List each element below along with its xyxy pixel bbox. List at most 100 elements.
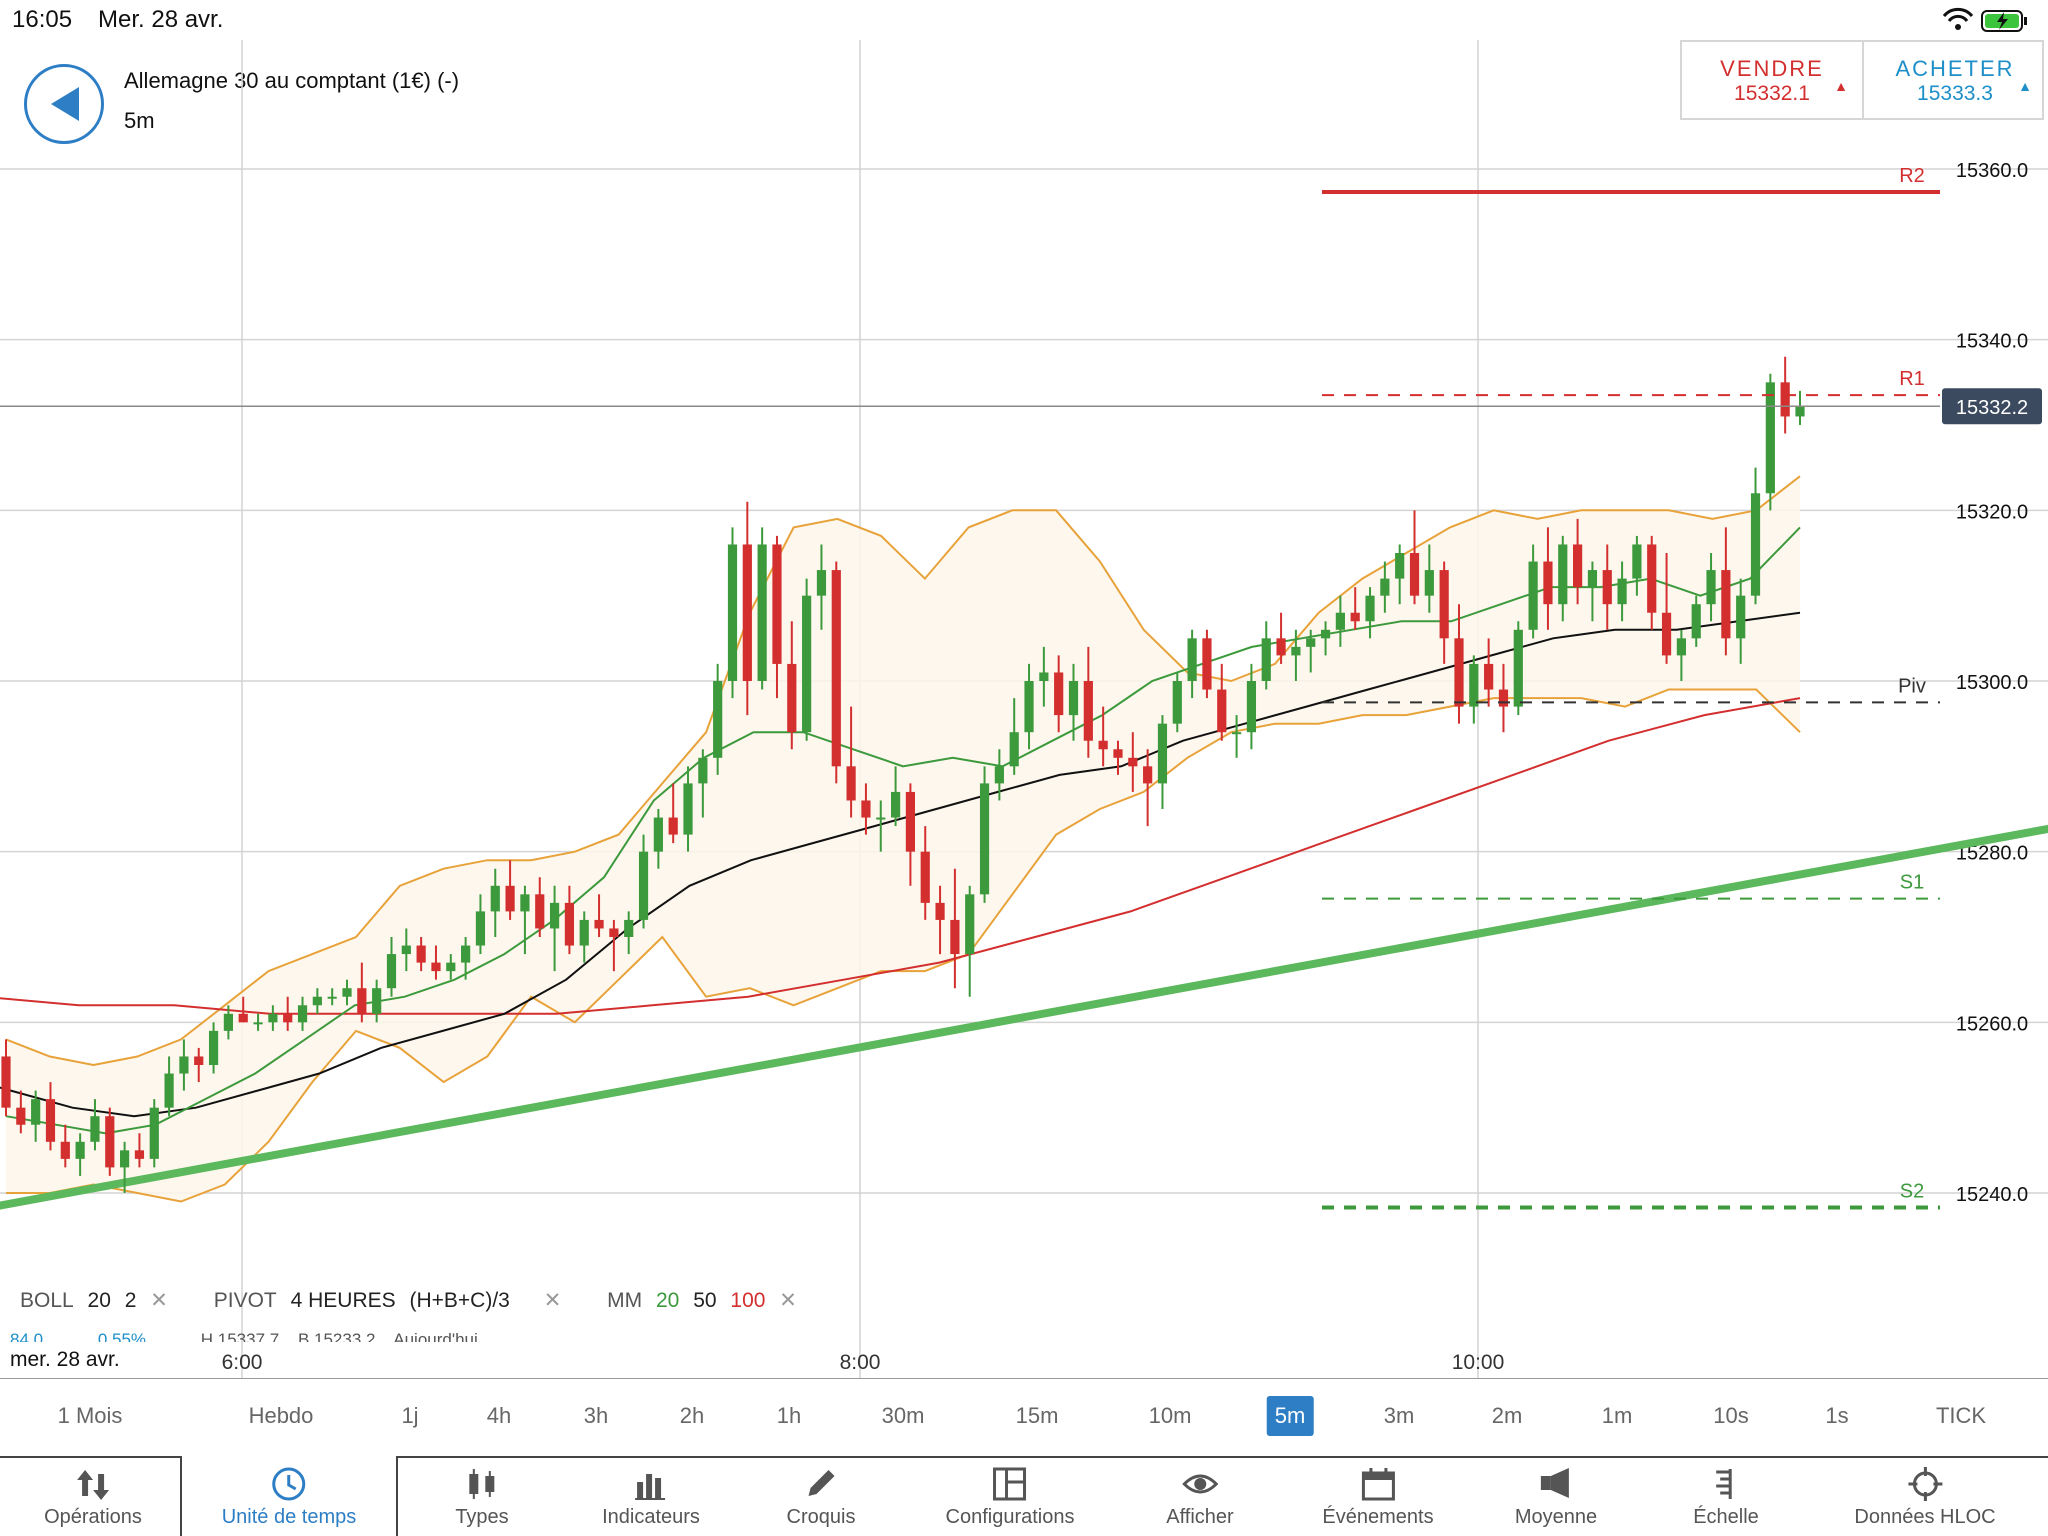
candle-body	[120, 1150, 130, 1168]
candle	[594, 894, 604, 937]
candle-body	[994, 766, 1004, 784]
timeframe-1h[interactable]: 1h	[776, 1403, 802, 1428]
timeframe-30m[interactable]: 30m	[881, 1403, 925, 1428]
candle	[1469, 655, 1479, 724]
candle	[979, 766, 990, 903]
candle-body	[1439, 570, 1449, 639]
candle-body	[713, 681, 723, 758]
bar-chart-icon	[635, 1474, 665, 1500]
candle	[45, 1082, 56, 1151]
timeframe-hebdo[interactable]: Hebdo	[248, 1403, 314, 1428]
candle	[1439, 561, 1449, 664]
timeframe-4h[interactable]: 4h	[486, 1403, 512, 1428]
ma-param-50: 50	[693, 1289, 717, 1312]
y-tick-label: 15320.0	[1956, 501, 2028, 523]
candle	[564, 885, 575, 955]
candle	[1246, 663, 1257, 750]
nav-megaphone[interactable]: Moyenne	[1515, 1456, 1597, 1536]
candle	[1054, 655, 1064, 733]
bollinger-band-fill	[6, 476, 1800, 1202]
timeframe-3h[interactable]: 3h	[583, 1403, 609, 1428]
candle-body	[1632, 544, 1642, 579]
y-tick-label: 15240.0	[1956, 1184, 2028, 1206]
candle-body	[920, 851, 930, 903]
candle	[1632, 535, 1642, 596]
timeframe-tick[interactable]: TICK	[1935, 1403, 1987, 1428]
nav-scale[interactable]: Échelle	[1693, 1456, 1759, 1536]
timeframe-1s[interactable]: 1s	[1825, 1403, 1849, 1428]
timeframe-1j[interactable]: 1j	[401, 1403, 419, 1428]
candle-body	[1543, 561, 1553, 605]
back-button[interactable]	[24, 64, 104, 144]
nav-layout[interactable]: Configurations	[946, 1456, 1074, 1536]
candle	[1691, 595, 1701, 647]
nav-clock[interactable]: Unité de temps	[222, 1456, 356, 1536]
candle-body	[1661, 612, 1672, 656]
candle-body	[297, 1005, 308, 1023]
candle-body	[179, 1056, 189, 1074]
candle-body	[1350, 612, 1360, 622]
candle	[831, 561, 841, 784]
candle-body	[1365, 595, 1375, 622]
boll-param-1: 20	[87, 1289, 111, 1312]
nav-pencil[interactable]: Croquis	[787, 1456, 855, 1536]
timeframe-1m[interactable]: 1m	[1601, 1403, 1633, 1428]
candle-body	[1469, 663, 1479, 707]
candle	[1172, 672, 1182, 733]
timeframe-1-mois[interactable]: 1 Mois	[57, 1403, 123, 1428]
bollinger-upper-line	[5, 475, 1801, 1067]
candle-body	[372, 988, 382, 1014]
ma50-line	[0, 611, 1801, 1118]
timeframe-2m[interactable]: 2m	[1491, 1403, 1523, 1428]
candle-body	[416, 945, 426, 963]
candle-body	[1024, 681, 1034, 733]
candle-body	[1424, 570, 1434, 596]
candle-body	[223, 1013, 233, 1031]
candle-body	[149, 1107, 159, 1159]
candle-body	[45, 1099, 56, 1142]
nav-arrows-updown[interactable]: Opérations	[44, 1456, 142, 1536]
nav-bar-chart[interactable]: Indicateurs	[602, 1456, 700, 1536]
timeframe-15m[interactable]: 15m	[1015, 1403, 1059, 1428]
candle-body	[357, 988, 367, 1014]
candle	[179, 1039, 189, 1091]
candle	[876, 800, 886, 852]
timeframe-5m[interactable]: 5m	[1266, 1396, 1314, 1436]
clock-icon	[272, 1467, 306, 1501]
nav-label: Événements	[1322, 1506, 1434, 1528]
sell-button[interactable]: VENDRE 15332.1 ▲	[1682, 42, 1864, 118]
candle-body	[164, 1073, 174, 1108]
nav-crosshair[interactable]: Données HLOC	[1854, 1456, 1996, 1536]
boll-remove-icon[interactable]: ✕	[150, 1289, 168, 1312]
pivot-formula: (H+B+C)/3	[409, 1289, 510, 1312]
candle-body	[1054, 672, 1064, 716]
candle-body	[431, 962, 441, 972]
nav-candles[interactable]: Types	[455, 1456, 509, 1536]
candle-body	[194, 1056, 204, 1065]
candle-body	[1484, 663, 1494, 690]
timeframe-label: 5m	[124, 108, 155, 133]
buy-button[interactable]: ACHETER 15333.3 ▲	[1864, 42, 2046, 118]
nav-calendar[interactable]: Événements	[1322, 1456, 1434, 1536]
candle-body	[1380, 578, 1390, 596]
candle	[905, 783, 916, 886]
candle-body	[1335, 612, 1345, 630]
timeframe-2h[interactable]: 2h	[679, 1403, 705, 1428]
nav-label: Données HLOC	[1854, 1506, 1996, 1528]
price-chart[interactable]: 15360.0 15340.0 15320.0 15300.0 15280.0 15260…	[0, 40, 2048, 1378]
calendar-icon	[1361, 1468, 1395, 1501]
timeframe-3m[interactable]: 3m	[1383, 1403, 1415, 1428]
candle	[1261, 621, 1271, 690]
candle	[31, 1090, 41, 1142]
pivot-remove-icon[interactable]: ✕	[543, 1289, 562, 1312]
nav-eye[interactable]: Afficher	[1166, 1456, 1234, 1536]
candle-body	[1068, 681, 1079, 716]
candle-body	[520, 894, 530, 912]
ma-remove-icon[interactable]: ✕	[779, 1289, 797, 1312]
candle-body	[1276, 638, 1286, 656]
candle-body	[401, 945, 411, 955]
timeframe-10s[interactable]: 10s	[1713, 1403, 1749, 1428]
back-arrow-icon	[51, 87, 79, 121]
timeframe-10m[interactable]: 10m	[1148, 1403, 1192, 1428]
candle-body	[1098, 740, 1108, 750]
